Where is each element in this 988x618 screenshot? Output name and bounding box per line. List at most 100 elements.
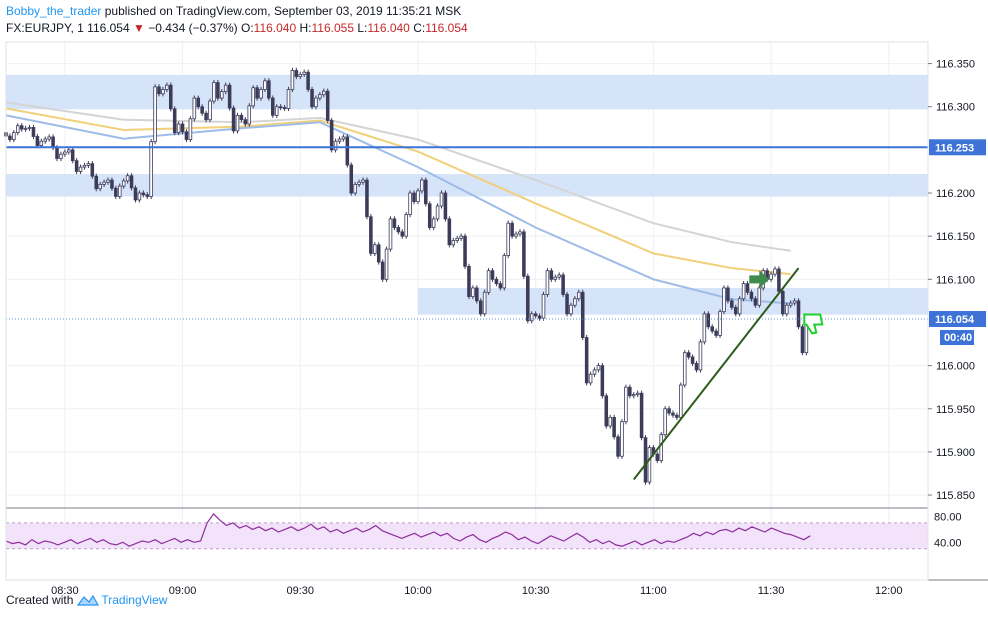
candle-body <box>184 131 189 140</box>
candle-body <box>133 187 138 201</box>
tradingview-brand-link[interactable]: TradingView <box>101 593 168 607</box>
candle-body <box>592 369 597 375</box>
candle-body <box>19 125 24 130</box>
close-value: 116.054 <box>425 21 468 35</box>
down-triangle-icon: ▼ <box>133 21 145 35</box>
candle-body <box>455 237 459 241</box>
candle-body <box>443 192 448 220</box>
candle-body <box>310 89 314 108</box>
candle-body <box>165 84 169 90</box>
candle-body <box>475 287 479 302</box>
candle-body <box>647 447 652 483</box>
candle-body <box>322 90 326 96</box>
last-price-label: 116.054 <box>87 21 130 35</box>
candle-body <box>463 235 467 267</box>
candle-body <box>569 304 573 315</box>
candle-body <box>286 89 291 109</box>
rsi-band <box>6 522 928 549</box>
candle-body <box>424 179 428 205</box>
candle-body <box>667 408 671 414</box>
candle-body <box>8 135 12 140</box>
candle-body <box>247 105 252 125</box>
candle-body <box>12 132 16 140</box>
candle-body <box>196 97 201 108</box>
candle-body <box>690 356 695 364</box>
candle-body <box>216 82 220 99</box>
change-label: −0.434 (−0.37%) <box>148 21 238 35</box>
candle-body <box>679 384 683 418</box>
open-key: O: <box>240 21 254 35</box>
countdown-label: 00:40 <box>944 332 972 344</box>
candle-body <box>86 163 91 166</box>
candle-body <box>153 86 157 143</box>
candle-body <box>43 138 48 142</box>
countdown-badge <box>940 330 974 346</box>
candle-body <box>82 165 87 168</box>
candle-body <box>31 127 36 137</box>
time-tick-label: 11:00 <box>640 585 667 597</box>
support-resistance-zones <box>6 74 928 315</box>
candle-body <box>345 136 350 166</box>
candle-body <box>400 231 405 237</box>
candle-body <box>384 248 389 280</box>
candle-body <box>176 123 181 134</box>
candle-body <box>94 175 99 190</box>
candle-body <box>35 136 40 146</box>
price-tick-label: 116.200 <box>936 188 975 200</box>
low-value: 116.040 <box>367 21 410 35</box>
publish-info: Bobby_the_trader published on TradingVie… <box>6 4 461 18</box>
candle-body <box>341 136 346 140</box>
candle-body <box>745 283 750 293</box>
candle-body <box>502 255 507 289</box>
candle-body <box>718 311 722 336</box>
candle-body <box>408 192 412 215</box>
candle-body <box>427 203 432 228</box>
price-zone <box>6 174 928 197</box>
price-tick-label: 116.350 <box>936 59 975 71</box>
candle-body <box>431 218 436 228</box>
candle-body <box>580 291 585 338</box>
time-tick-label: 10:00 <box>404 585 432 597</box>
candle-body <box>259 89 263 99</box>
candle-body <box>616 436 620 457</box>
candle-body <box>514 233 518 237</box>
candle-body <box>553 276 558 280</box>
candle-body <box>157 86 161 95</box>
candle-body <box>67 149 71 153</box>
candle-body <box>212 82 216 102</box>
symbol-label[interactable]: FX:EURJPY, 1 <box>6 21 84 35</box>
candle-body <box>298 73 303 77</box>
candle-body <box>792 300 797 304</box>
rsi-tick-label: 80.00 <box>934 511 962 523</box>
candle-body <box>51 136 55 149</box>
last-price-label: 116.054 <box>935 314 975 326</box>
author-link[interactable]: Bobby_the_trader <box>6 4 102 18</box>
candle-body <box>290 70 295 90</box>
candle-body <box>635 392 640 395</box>
candle-body <box>643 437 648 483</box>
candle-body <box>529 313 534 322</box>
candle-body <box>451 240 456 246</box>
candle-body <box>235 114 240 132</box>
high-value: 116.055 <box>311 21 355 35</box>
chart-frame <box>5 41 929 581</box>
moving-average-line <box>5 101 791 252</box>
candle-body <box>125 175 130 182</box>
candle-body <box>263 80 267 90</box>
horizontal-level-label: 116.253 <box>935 142 974 154</box>
candle-body <box>47 136 51 140</box>
time-tick-label: 09:30 <box>286 585 314 597</box>
candle-body <box>600 365 605 397</box>
candle-body <box>482 291 487 315</box>
rsi-tick-label: 40.00 <box>934 537 962 549</box>
candle-body <box>671 412 675 416</box>
close-key: C: <box>413 21 426 35</box>
time-tick-label: 11:30 <box>758 585 785 597</box>
candle-body <box>663 408 667 436</box>
candle-body <box>353 183 357 194</box>
candle-body <box>796 300 801 328</box>
candle-body <box>373 244 377 254</box>
candle-body <box>294 70 299 77</box>
candle-body <box>541 294 546 319</box>
